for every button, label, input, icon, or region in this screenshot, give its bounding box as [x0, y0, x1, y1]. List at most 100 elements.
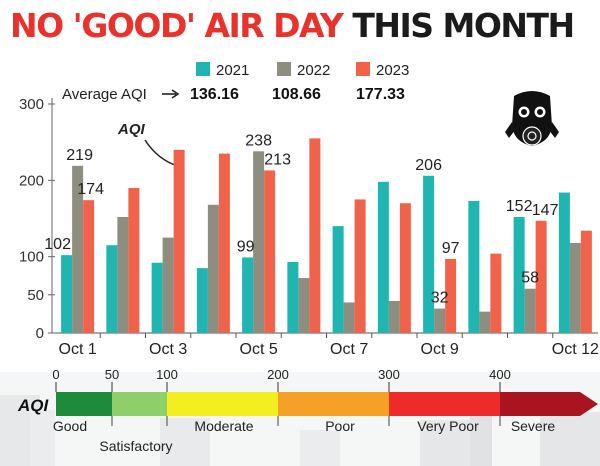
- aqi-category-label: Severe: [511, 418, 556, 434]
- bar-2022-3: [162, 237, 174, 333]
- bar-2023-10: [490, 253, 502, 333]
- aqi-segment-poor: [278, 392, 389, 416]
- data-label: 238: [245, 132, 272, 149]
- data-label: 102: [44, 236, 71, 253]
- bar-2022-10: [479, 311, 491, 333]
- headline-part2: THIS MONTH: [352, 6, 575, 45]
- x-tick-label: Oct 7: [330, 341, 368, 358]
- aqi-segment-moderate: [167, 392, 278, 416]
- x-tick-label: Oct 3: [149, 341, 187, 358]
- bar-2021-9: [423, 175, 435, 333]
- bar-2023-6: [309, 138, 321, 333]
- y-tick-label: 300: [19, 96, 44, 113]
- aqi-category-label: Poor: [325, 418, 355, 434]
- aqi-category-label: Satisfactory: [99, 438, 172, 454]
- aqi-segment-satisfactory: [112, 392, 167, 416]
- aqi-segment-good: [56, 392, 112, 416]
- data-label: 97: [442, 240, 460, 257]
- data-label: 32: [431, 290, 449, 307]
- bar-2021-4: [196, 268, 208, 333]
- arrow-right-icon: [162, 89, 180, 99]
- bar-2022-4: [207, 204, 219, 333]
- bar-2021-8: [377, 181, 389, 333]
- bar-2021-2: [106, 245, 118, 333]
- aqi-scale-title: AQI: [17, 396, 50, 415]
- bar-2022-8: [388, 300, 400, 333]
- average-aqi-2023: 177.33: [356, 86, 405, 103]
- x-tick-label: Oct 9: [421, 341, 459, 358]
- bar-2021-7: [332, 226, 344, 333]
- x-tick-label: Oct 12: [552, 341, 599, 358]
- legend-label-2022: 2022: [297, 62, 330, 79]
- bar-2021-12: [558, 192, 570, 333]
- y-tick-label: 0: [36, 325, 44, 342]
- bar-2021-3: [151, 262, 163, 333]
- legend-label-2023: 2023: [376, 62, 409, 79]
- bar-2022-9: [434, 308, 446, 333]
- bar-2023-7: [354, 199, 366, 333]
- chart-data-labels: 102 219 174 238 99 213 206 32 97 152 58 147: [44, 132, 558, 306]
- legend-swatch-2022: [277, 62, 291, 76]
- bar-2022-11: [524, 288, 536, 333]
- aqi-breakpoint-label: 50: [105, 367, 119, 382]
- gas-mask-icon: [505, 91, 559, 146]
- bar-2021-6: [287, 262, 299, 333]
- legend: 2021 2022 2023: [196, 62, 409, 79]
- bar-2023-3: [173, 149, 185, 333]
- headline: NO 'GOOD' AIR DAY THIS MONTH: [10, 4, 575, 48]
- data-label: 174: [77, 181, 104, 198]
- x-tick-label: Oct 1: [59, 341, 97, 358]
- bar-2021-11: [513, 216, 525, 333]
- aqi-breakpoint-label: 0: [52, 367, 59, 382]
- data-label: 58: [521, 270, 539, 287]
- data-label: 147: [532, 202, 559, 219]
- bar-2021-5: [242, 257, 254, 333]
- aqi-segment-very-poor: [389, 392, 500, 416]
- bar-2021-1: [61, 255, 73, 333]
- legend-swatch-2023: [356, 62, 370, 76]
- data-label: 99: [237, 238, 255, 255]
- average-aqi-row: Average AQI 136.16 108.66 177.33: [62, 86, 405, 103]
- bar-2023-4: [218, 153, 230, 333]
- bar-2023-11: [535, 220, 547, 333]
- bar-2023-1: [83, 200, 95, 333]
- average-aqi-label: Average AQI: [62, 86, 147, 103]
- data-label: 219: [66, 147, 93, 164]
- bar-2022-6: [298, 278, 310, 333]
- bar-2022-1: [72, 165, 84, 333]
- bar-2023-9: [445, 258, 457, 333]
- aqi-category-label: Very Poor: [417, 418, 479, 434]
- average-aqi-2022: 108.66: [272, 86, 321, 103]
- bar-2023-12: [580, 230, 592, 333]
- aqi-annotation: AQI: [117, 121, 179, 167]
- bar-2022-7: [343, 302, 355, 333]
- data-label: 206: [415, 157, 442, 174]
- x-tick-label: Oct 5: [240, 341, 278, 358]
- y-tick-label: 200: [19, 172, 44, 189]
- bar-2023-2: [128, 187, 140, 333]
- legend-label-2021: 2021: [216, 62, 249, 79]
- bar-2023-5: [264, 170, 276, 333]
- bar-2023-8: [399, 203, 411, 333]
- aqi-annotation-label: AQI: [117, 121, 146, 138]
- y-tick-label: 100: [19, 249, 44, 266]
- aqi-segment-severe: [500, 392, 598, 416]
- aqi-breakpoint-label: 200: [267, 367, 289, 382]
- bar-2022-12: [569, 242, 581, 333]
- bar-2022-5: [253, 151, 265, 333]
- y-tick-label: 50: [27, 287, 44, 304]
- aqi-category-label: Moderate: [194, 418, 253, 434]
- aqi-breakpoint-label: 100: [156, 367, 178, 382]
- chart-bars: [61, 138, 592, 333]
- data-label: 213: [264, 151, 291, 168]
- headline-part1: NO 'GOOD' AIR DAY: [10, 6, 344, 45]
- data-label: 152: [506, 198, 533, 215]
- legend-swatch-2021: [196, 62, 210, 76]
- aqi-breakpoint-label: 300: [378, 367, 400, 382]
- chart-axes: 0 50 100 200 300 Oct 1 Oct 3 Oct 5 Oct 7 Oct 9 Oct…: [19, 96, 599, 358]
- average-aqi-2021: 136.16: [190, 86, 239, 103]
- bar-2021-10: [468, 200, 480, 333]
- bar-2022-2: [117, 216, 129, 333]
